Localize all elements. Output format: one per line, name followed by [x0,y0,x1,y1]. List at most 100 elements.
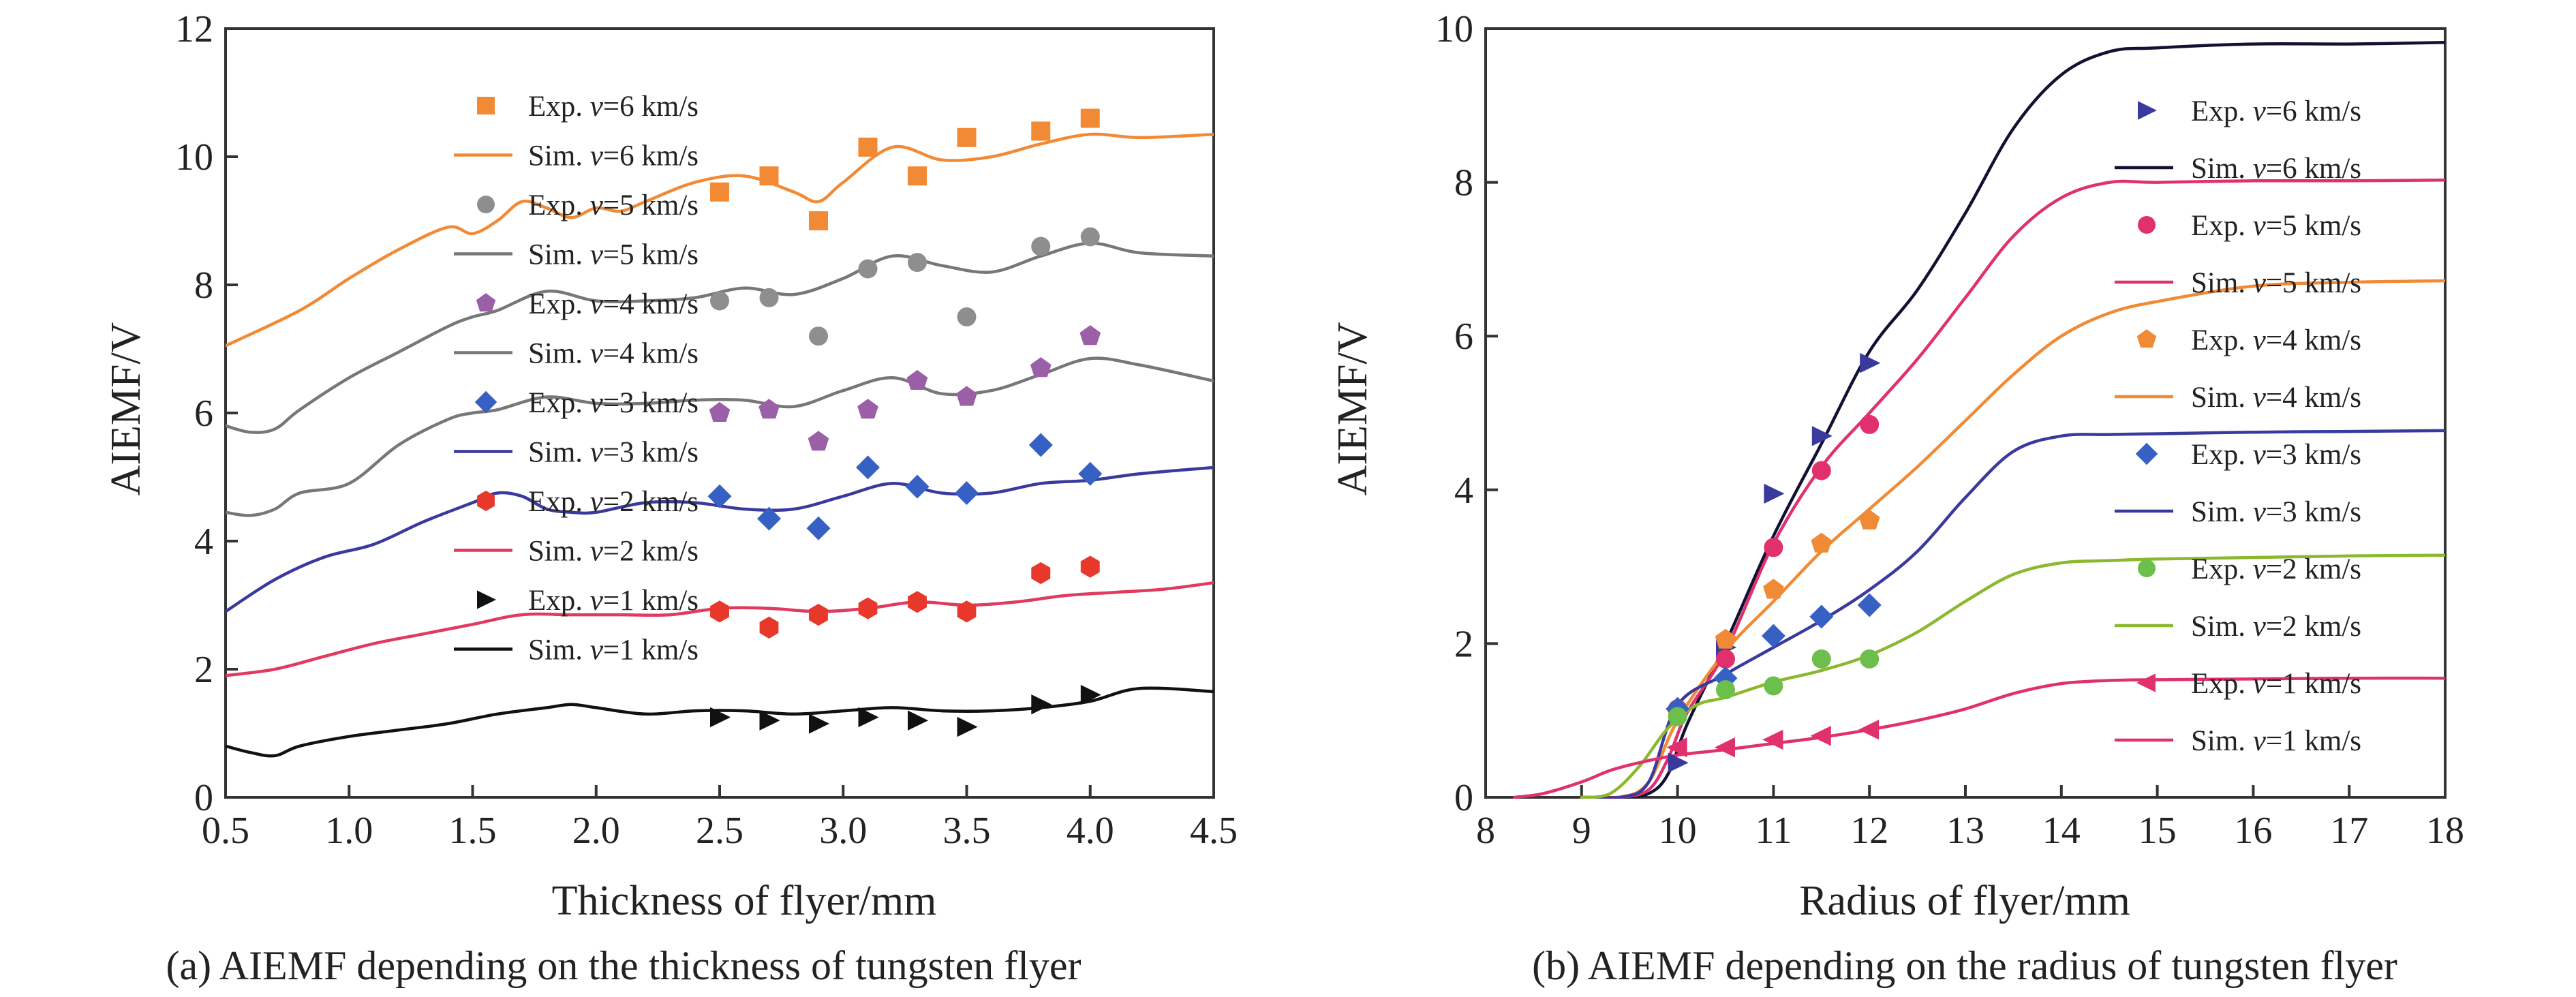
data-point-exp-v-3-km-s [1761,624,1785,648]
data-point-exp-v-2-km-s [1860,649,1880,669]
legend-label-sim-v-1-km-s: Sim. v=1 km/s [2191,725,2361,757]
data-point-exp-v-2-km-s [858,597,878,619]
y-tick-label-a: 12 [175,8,213,50]
legend-label-exp-v-5-km-s: Exp. v=5 km/s [528,189,699,221]
x-tick-label-b: 8 [1476,810,1495,852]
panel-a-xlabel: Thickness of flyer/mm [552,878,937,924]
data-point-exp-v-1-km-s [1858,720,1880,740]
data-point-exp-v-2-km-s [1811,649,1831,669]
data-point-exp-v-1-km-s [1031,694,1052,715]
y-tick-label-a: 0 [194,777,213,819]
legend-label-sim-v-4-km-s: Sim. v=4 km/s [2191,382,2361,414]
panel-b-xlabel: Radius of flyer/mm [1799,878,2130,924]
x-tick-label-b: 12 [1850,810,1888,852]
legend-b: Exp. v=6 km/s Sim. v=6 km/s Exp. v=5 km/s S… [2115,95,2361,757]
legend-label-exp-v-2-km-s: Exp. v=2 km/s [2191,553,2361,585]
data-point-exp-v-6-km-s [1031,121,1051,141]
data-point-exp-v-3-km-s [905,474,930,499]
data-point-exp-v-4-km-s [956,386,977,406]
data-point-exp-v-5-km-s [809,326,828,346]
panel-a-thickness-chart: AIEMF/V Thickness of flyer/mm (a) AIEMF … [103,8,1238,988]
series-line-sim-v-5-km-s [226,241,1214,434]
data-point-exp-v-6-km-s [858,137,878,157]
data-point-exp-v-5-km-s [710,291,729,311]
series-line-sim-v-1-km-s [1512,676,2445,799]
data-point-exp-v-3-km-s [1809,604,1834,629]
data-point-exp-v-2-km-s [809,604,828,626]
data-point-exp-v-5-km-s [858,259,878,279]
y-tick-label-a: 4 [194,521,213,563]
legend-label-exp-v-3-km-s: Exp. v=3 km/s [528,387,699,419]
legend-label-exp-v-6-km-s: Exp. v=6 km/s [2191,95,2361,127]
legend-label-exp-v-5-km-s: Exp. v=5 km/s [2191,210,2361,242]
panel-b-ylabel: AIEMF/V [1330,322,1376,495]
data-point-exp-v-4-km-s [709,401,731,422]
x-tick-label-a: 0.5 [202,810,249,852]
legend-label-exp-v-1-km-s: Exp. v=1 km/s [528,585,699,617]
series-line-sim-v-2-km-s [1580,553,2445,799]
x-tick-label-b: 10 [1659,810,1697,852]
series-line-sim-v-1-km-s [226,686,1214,758]
y-tick-label-b: 10 [1435,8,1473,50]
data-point-exp-v-4-km-s [758,399,780,419]
data-point-exp-v-3-km-s [1028,433,1053,457]
data-point-exp-v-5-km-s [1080,227,1100,247]
data-point-exp-v-4-km-s [1763,579,1784,599]
legend-marker-swatch [477,491,495,511]
y-tick-label-b: 0 [1454,777,1473,819]
data-point-exp-v-6-km-s [908,166,927,186]
data-point-exp-v-2-km-s [1031,562,1051,585]
x-tick-label-b: 17 [2330,810,2368,852]
legend-marker-swatch [476,293,496,312]
series-line-sim-v-4-km-s [1580,279,2445,799]
data-point-exp-v-4-km-s [808,431,829,451]
y-tick-label-a: 6 [194,393,213,435]
legend-label-exp-v-4-km-s: Exp. v=4 km/s [528,288,699,320]
data-point-exp-v-1-km-s [858,707,879,728]
data-point-exp-v-3-km-s [806,516,831,540]
legend-marker-swatch [2135,442,2158,465]
legend-label-exp-v-4-km-s: Exp. v=4 km/s [2191,324,2361,356]
legend-label-exp-v-2-km-s: Exp. v=2 km/s [528,486,699,518]
data-point-exp-v-2-km-s [1080,555,1100,578]
x-tick-label-a: 4.0 [1067,810,1114,852]
data-point-exp-v-5-km-s [1860,414,1880,434]
data-point-exp-v-2-km-s [1764,676,1783,696]
legend-marker-swatch [477,97,495,114]
data-point-exp-v-3-km-s [955,481,979,505]
data-point-exp-v-1-km-s [759,710,780,731]
data-point-exp-v-1-km-s [908,710,929,731]
legend-marker-swatch [477,196,495,213]
data-point-exp-v-2-km-s [710,600,729,623]
x-tick-label-a: 3.0 [819,810,867,852]
x-tick-label-a: 1.0 [325,810,373,852]
data-point-exp-v-1-km-s [1810,726,1831,746]
data-point-exp-v-4-km-s [1811,532,1833,553]
data-point-exp-v-1-km-s [957,716,978,737]
data-point-exp-v-6-km-s [1764,483,1785,504]
x-tick-label-b: 16 [2234,810,2272,852]
legend-label-sim-v-5-km-s: Sim. v=5 km/s [2191,267,2361,299]
data-point-exp-v-1-km-s [809,714,830,734]
data-point-exp-v-1-km-s [1080,684,1101,705]
y-tick-label-a: 10 [175,136,213,179]
data-point-exp-v-2-km-s [759,616,779,639]
panel-b-radius-chart: AIEMF/V Radius of flyer/mm (b) AIEMF dep… [1330,8,2464,988]
data-point-exp-v-6-km-s [957,127,977,147]
legend-marker-swatch [2138,216,2156,234]
legend-label-sim-v-6-km-s: Sim. v=6 km/s [528,140,699,172]
x-tick-label-b: 11 [1755,810,1792,852]
data-point-exp-v-5-km-s [1811,461,1831,480]
y-tick-label-b: 4 [1454,470,1473,512]
x-tick-label-b: 14 [2042,810,2081,852]
panel-b-caption: (b) AIEMF depending on the radius of tun… [1532,943,2397,988]
y-tick-label-b: 2 [1454,623,1473,665]
data-point-exp-v-4-km-s [1079,325,1101,346]
x-tick-label-a: 4.5 [1190,810,1238,852]
data-point-exp-v-4-km-s [857,399,878,419]
data-point-exp-v-4-km-s [1030,357,1052,378]
x-tick-label-b: 18 [2426,810,2464,852]
legend-label-exp-v-1-km-s: Exp. v=1 km/s [2191,668,2361,700]
data-point-exp-v-3-km-s [856,455,880,480]
legend-label-sim-v-6-km-s: Sim. v=6 km/s [2191,153,2361,185]
